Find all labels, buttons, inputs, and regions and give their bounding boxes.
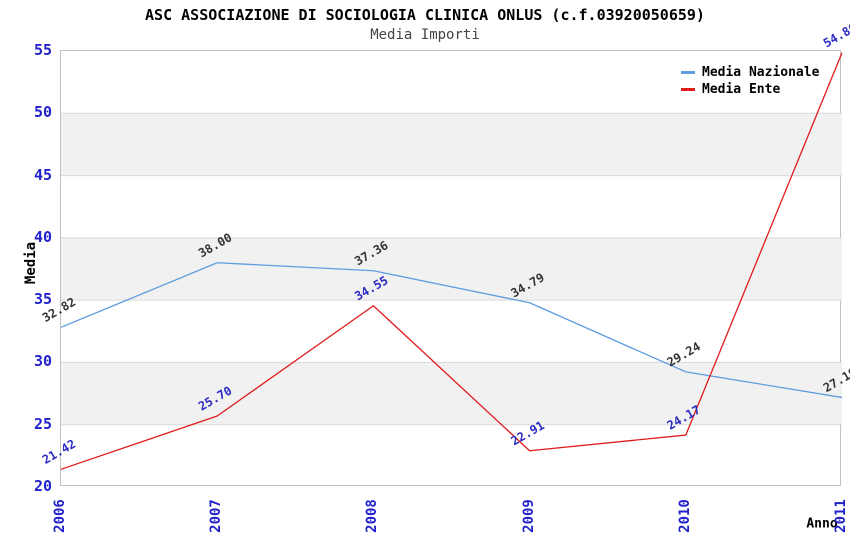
x-tick-label: 2008 bbox=[364, 499, 381, 533]
x-tick-label: 2010 bbox=[676, 499, 693, 533]
y-tick-label: 20 bbox=[33, 477, 52, 495]
x-tick-label: 2006 bbox=[52, 499, 68, 533]
chart-title: ASC ASSOCIAZIONE DI SOCIOLOGIA CLINICA O… bbox=[145, 6, 705, 24]
x-tick-label: 2007 bbox=[208, 499, 225, 533]
legend: Media Nazionale Media Ente bbox=[681, 64, 819, 98]
series-line-1 bbox=[60, 52, 843, 470]
legend-item-media-nazionale: Media Nazionale bbox=[681, 64, 819, 81]
y-axis-title: Media bbox=[23, 241, 39, 285]
legend-swatch-media-ente-icon bbox=[681, 88, 695, 91]
y-tick-label: 30 bbox=[33, 352, 52, 371]
plot-area: 32.82 38.00 37.36 34.79 29.24 27.19 21.42 25.70… bbox=[40, 20, 850, 486]
y-tick-label: 45 bbox=[33, 165, 52, 184]
data-label: 54.86 bbox=[821, 20, 850, 50]
y-tick-label: 55 bbox=[33, 41, 52, 59]
series-line-0 bbox=[60, 262, 843, 399]
x-axis-title: Anno bbox=[806, 516, 838, 532]
x-tick-label: 2009 bbox=[520, 499, 537, 533]
grid-band bbox=[61, 362, 842, 425]
x-tick-label: 2011 bbox=[833, 499, 849, 533]
y-tick-label: 35 bbox=[33, 290, 52, 309]
legend-label-media-ente: Media Ente bbox=[702, 82, 781, 97]
legend-swatch-media-nazionale-icon bbox=[681, 71, 695, 74]
grid-band bbox=[61, 113, 842, 176]
y-tick-label: 40 bbox=[33, 227, 52, 246]
chart-subtitle: Media Importi bbox=[370, 27, 480, 43]
legend-label-media-nazionale: Media Nazionale bbox=[702, 65, 820, 80]
data-label: 21.42 bbox=[40, 437, 78, 467]
y-tick-label: 50 bbox=[33, 103, 52, 122]
y-tick-label: 25 bbox=[33, 414, 52, 433]
legend-item-media-ente: Media Ente bbox=[681, 81, 819, 98]
grid-band bbox=[61, 237, 842, 301]
